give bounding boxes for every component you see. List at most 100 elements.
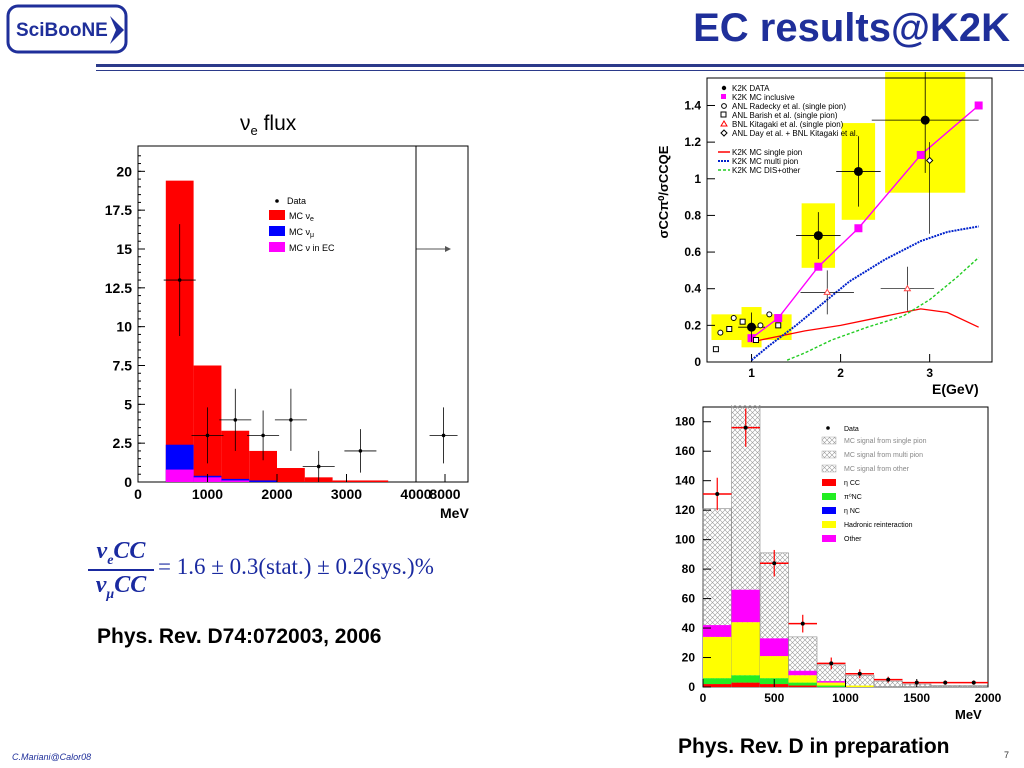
bar-other [788,670,817,676]
y-tick-label: 1.2 [684,135,701,149]
y-tick-label: 10 [116,319,132,335]
bar-eta-cc [788,685,817,687]
title-rule [96,64,1024,67]
legend-eta-cc: η CC [844,480,860,487]
bar-hadronic [760,656,789,679]
legend-mc-dis: K2K MC DIS+other [732,166,801,175]
x-tick-label: 500 [764,691,784,705]
data-point [715,491,720,496]
data-point [857,671,862,676]
y-tick-label: 20 [116,163,132,179]
bar-mc-signal [959,685,989,688]
bar-nue [332,480,389,482]
anl-radecky-point [757,322,764,329]
data-point [261,433,265,438]
y-tick-label: 120 [675,503,695,517]
legend-mc-multi: K2K MC multi pion [732,157,798,166]
bar-hadronic [788,675,817,683]
x-tick-label: 1000 [192,486,223,502]
nue-flux-chart: 0 2.5 5 7.5 10 12.5 15 17.5 20 0 1000 2000 3000 40008… [105,145,469,521]
mc-inclusive-marker [774,314,783,323]
legend-other: Other [844,536,862,543]
anl-barish-point [712,346,719,353]
data-point [289,418,293,422]
anl-barish-point [739,318,746,325]
data-point [772,561,777,566]
slide-title: EC results@K2K [693,6,1010,50]
x-tick-label: 0 [700,691,707,705]
bar-ec [165,469,194,482]
anl-day-point [925,156,934,165]
bar-pi0-nc [788,682,817,686]
y-tick-label: 0.8 [684,208,701,222]
y-tick-label: 12.5 [105,280,132,296]
pi0-momentum-chart: 0 20 40 60 80 100 120 140 160 180 0 500 1000 1500 2000… [675,405,1002,722]
bar-mc-signal [930,685,960,688]
bnl-kitagaki-point [823,288,832,295]
y-tick-label: 0 [124,474,132,490]
x-axis-label: MeV [955,707,982,722]
bar-ec [221,480,250,482]
y-tick-label: 0.2 [684,318,701,332]
anl-radecky-point [766,311,773,318]
formula-denominator: νμCC [95,572,147,602]
bnl-kitagaki-point [903,284,912,292]
flux-plot-title: νe flux [240,112,296,138]
y-tick-label: 140 [675,474,695,488]
reference-left: Phys. Rev. D74:072003, 2006 [97,625,382,648]
bar-pi0-nc [731,675,760,683]
legend-mc-single: MC signal from single pion [844,438,927,445]
data-point [316,464,321,469]
data-point [800,621,805,626]
data-point [177,278,182,282]
data-point [914,680,919,685]
anl-barish-point [775,322,782,329]
legend-eta-nc: η NC [844,508,860,515]
formula-fraction-bar [88,569,154,571]
x-axis-label: E(GeV) [932,381,979,397]
legend-ec-swatch [269,242,285,252]
y-tick-label: 100 [675,533,695,547]
bar-pi0-nc [817,685,846,687]
x-tick-label: 2000 [975,691,1002,705]
legend-data: Data [287,196,306,206]
bar-other [731,589,760,623]
k2k-data-point [853,166,863,176]
legend-mc-single: K2K MC single pion [732,148,802,157]
legend: Data MC signal from single pion MC signa… [821,426,927,543]
y-tick-label: 80 [682,562,696,576]
x-tick-label: 8000 [429,486,460,502]
page-number: 7 [1004,750,1010,760]
bar-eta-cc [703,684,732,687]
anl-barish-point [752,337,759,344]
data-point [205,433,210,438]
legend-numu: MC νμ [289,227,314,239]
legend-bnl: BNL Kitagaki et al. (single pion) [732,120,844,129]
legend-pi0-nc: π⁰NC [844,493,862,501]
y-tick-label: 0.6 [684,245,701,259]
k2k-data-point [747,322,757,332]
data-point [971,680,976,685]
formula-rhs: = 1.6 ± 0.3(stat.) ± 0.2(sys.)% [158,554,434,579]
flux-title-symbol: ν [240,112,251,135]
legend-nue-swatch [269,210,285,220]
x-tick-label: 3 [926,366,933,380]
bar-nue [277,468,305,482]
legend-data-marker [275,199,279,203]
k2k-data-point [813,231,823,241]
x-tick-label: 2000 [261,486,292,502]
reference-right: Phys. Rev. D in preparation [678,735,950,758]
data-point [886,677,891,682]
data-point [829,661,834,666]
x-axis-label: MeV [440,505,469,521]
x-tick-label: 2 [837,366,844,380]
legend-numu-swatch [269,226,285,236]
bar-hadronic [845,685,874,687]
flux-title-sub: e [250,123,258,139]
plot-frame [706,77,993,363]
legend: K2K DATA K2K MC inclusive ANL Radecky et… [718,84,858,175]
y-tick-label: 15 [116,241,132,257]
curve-mc-multi-pion [750,225,979,361]
y-axis-label: σCCπ⁰/σCCQE [656,145,671,238]
y-tick-label: 160 [675,444,695,458]
